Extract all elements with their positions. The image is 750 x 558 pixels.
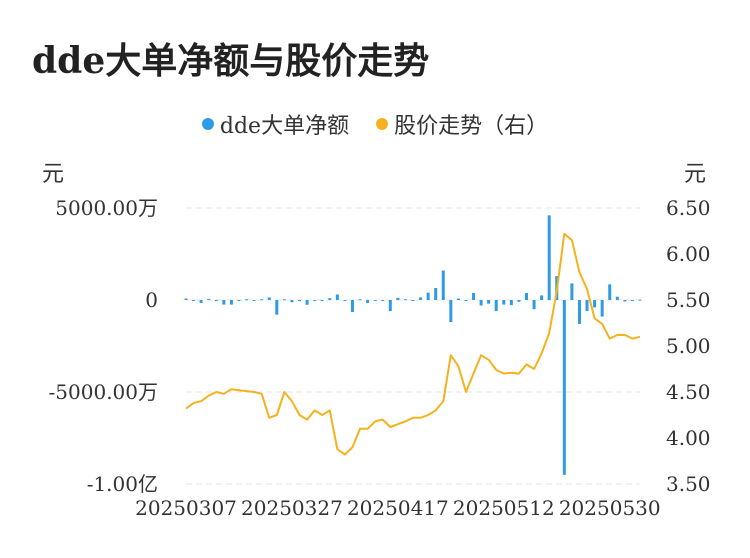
dde-bar [366,300,370,303]
dde-bar [577,300,581,324]
dde-bar [419,297,423,300]
left-axis-unit: 元 [42,162,65,187]
x-tick-label: 20250307 [135,496,237,520]
dde-bar [290,300,294,303]
price-line [185,232,641,456]
left-tick-label: 0 [145,288,158,312]
dde-bar [373,300,377,301]
legend-item-dde[interactable]: dde大单净额 [201,108,350,140]
dde-bar [245,299,249,301]
dde-bar [456,298,460,300]
dde-bar [434,288,438,300]
x-tick-label: 20250327 [241,496,343,520]
dde-bar [282,299,286,301]
dde-bar [214,300,218,302]
dde-bar [207,298,211,300]
dde-bar [600,300,604,317]
right-axis-unit: 元 [684,162,707,187]
dde-bar [381,300,385,301]
right-tick-label: 5.50 [666,288,711,312]
dde-bar [313,300,317,301]
dde-bar [403,299,407,301]
dde-bar [540,295,544,300]
dde-bar [532,300,536,310]
dde-bar [547,215,551,300]
left-tick-label: -5000.00万 [49,380,158,404]
dde-bar [593,300,597,308]
dde-bar [267,297,271,300]
dde-bar [298,300,301,302]
dde-bar [623,300,627,302]
dde-bar [222,300,226,305]
dde-bar [305,300,309,305]
left-tick-label: -1.00亿 [87,472,158,496]
dde-bar [237,300,241,301]
dde-bar [638,299,642,301]
x-tick-label: 20250530 [559,496,661,520]
x-tick-label: 20250512 [453,496,555,520]
legend: dde大单净额 股价走势（右） [0,108,750,140]
dde-bar [396,297,400,300]
right-tick-label: 4.50 [666,380,711,404]
dde-bar [472,293,476,300]
x-tick-label: 20250417 [347,496,449,520]
dde-bar [525,293,528,300]
right-tick-label: 6.00 [666,242,711,266]
dde-bar [441,270,445,300]
right-tick-label: 6.50 [666,196,711,220]
dde-bar [630,300,634,301]
dde-bar [184,298,188,300]
dde-bar [487,300,491,304]
dde-bar [570,283,574,300]
legend-label-price: 股价走势（右） [394,114,549,139]
dde-bar [562,300,566,475]
left-tick-label: 5000.00万 [55,196,158,220]
dde-bar [608,284,612,300]
chart-title: dde大单净额与股价走势 [32,40,430,82]
dde-bar [358,299,362,301]
dde-bar [260,299,264,301]
dde-bar [192,300,196,301]
dde-bar [479,300,483,306]
dde-bar [426,292,430,300]
dde-bar [411,300,415,301]
dde-bar [517,300,521,302]
dde-bar [320,300,324,301]
dde-bar [252,300,256,301]
dde-bar [502,300,506,305]
legend-item-price[interactable]: 股价走势（右） [376,108,548,140]
dde-bar [229,300,233,305]
dde-bar [343,300,347,301]
legend-dot-dde [201,118,214,130]
dde-bar [449,300,453,323]
dde-bar [615,296,619,300]
dde-bar [350,300,354,312]
dde-bar [328,298,332,300]
legend-label-dde: dde大单净额 [219,114,350,139]
legend-dot-price [376,118,389,130]
right-tick-label: 3.50 [666,472,711,496]
dde-bar [335,294,339,300]
dde-bar [494,300,498,312]
dde-bar [464,300,468,301]
dde-bar [585,300,589,312]
right-tick-label: 4.00 [666,426,711,450]
dde-bar [388,300,392,312]
dde-bar [275,300,279,315]
dde-bar [199,300,203,303]
right-tick-label: 5.00 [666,334,711,358]
dde-bar [509,300,513,306]
